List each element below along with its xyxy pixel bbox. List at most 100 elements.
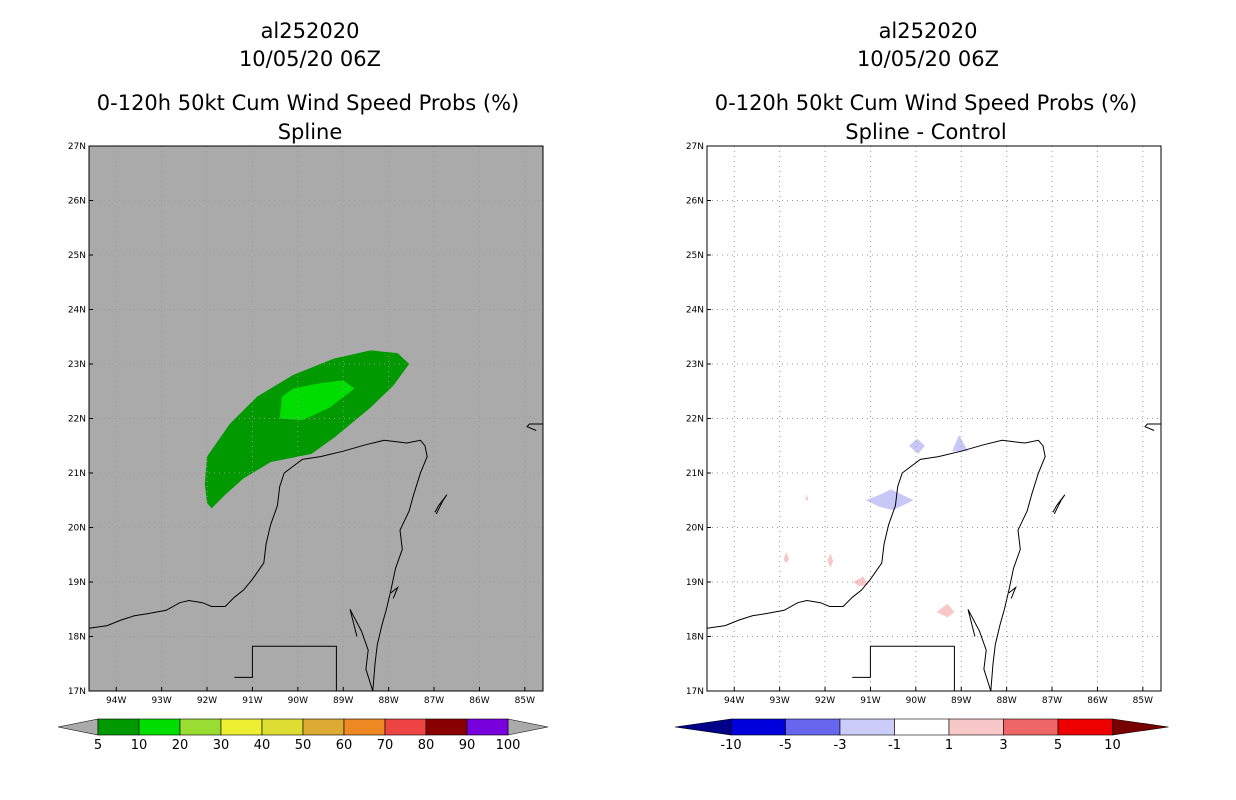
y-tick-label: 18N — [68, 633, 86, 643]
colorbar-swatch — [839, 718, 895, 736]
y-tick-label: 17N — [686, 687, 704, 697]
colorbar-swatch — [97, 718, 140, 736]
y-tick-label: 17N — [68, 687, 86, 697]
x-tick-label: 87W — [424, 696, 444, 706]
y-tick-label: 20N — [686, 524, 704, 534]
coastline — [967, 609, 992, 691]
x-tick-label: 93W — [769, 696, 789, 706]
contour-region-3 — [952, 434, 968, 452]
y-tick-label: 19N — [68, 578, 86, 588]
colorbar-arrow-right — [507, 718, 549, 736]
contour-region-1 — [204, 350, 410, 509]
colorbar-arrow-right — [1112, 718, 1169, 736]
left-title-line-3: 0-120h 50kt Cum Wind Speed Probs (%) — [97, 91, 519, 115]
y-tick-label: 23N — [686, 360, 704, 370]
colorbar-label: 3 — [999, 738, 1007, 753]
colorbar-label: 1 — [945, 738, 953, 753]
colorbar-label: 5 — [1054, 738, 1062, 753]
right-colorbar: -10 -5 -3 -1 1 3 5 10 — [674, 718, 1169, 753]
island-outline — [434, 494, 448, 515]
island-outline — [1052, 494, 1066, 515]
x-tick-label: 91W — [860, 696, 880, 706]
coastline — [89, 439, 428, 691]
y-tick-label: 19N — [686, 578, 704, 588]
y-tick-label: 22N — [686, 415, 704, 425]
colorbar-swatch — [343, 718, 386, 736]
colorbar-swatch — [261, 718, 304, 736]
contour-region-2 — [279, 380, 355, 421]
x-tick-label: 90W — [288, 696, 308, 706]
colorbar-arrow-left — [674, 718, 732, 736]
colorbar-swatch — [220, 718, 263, 736]
y-tick-label: 22N — [68, 415, 86, 425]
x-tick-label: 89W — [951, 696, 971, 706]
x-tick-label: 88W — [378, 696, 398, 706]
colorbar-swatch — [1057, 718, 1113, 736]
y-tick-label: 20N — [68, 524, 86, 534]
y-tick-label: 27N — [68, 142, 86, 152]
colorbar-label: -1 — [888, 738, 901, 753]
x-tick-label: 88W — [996, 696, 1016, 706]
x-tick-label: 85W — [1133, 696, 1153, 706]
colorbar-label: 40 — [254, 738, 271, 753]
colorbar-label: 10 — [131, 738, 148, 753]
left-map-panel: 94W 93W 92W 91W 90W 89W 88W 87W 86W 85W 17N 18N 19N 2… — [68, 142, 544, 706]
y-tick-label: 25N — [686, 251, 704, 261]
right-title-line-4: Spline - Control — [845, 120, 1006, 144]
colorbar-swatch — [302, 718, 345, 736]
colorbar-label: -3 — [834, 738, 847, 753]
colorbar-label: 5 — [94, 738, 102, 753]
y-tick-label: 21N — [68, 469, 86, 479]
x-tick-label: 86W — [1087, 696, 1107, 706]
contour-region-7 — [853, 576, 869, 587]
left-title-line-1: al252020 — [261, 19, 360, 43]
contour-region-1 — [865, 489, 914, 511]
y-tick-label: 26N — [686, 197, 704, 207]
x-tick-label: 89W — [333, 696, 353, 706]
coastline — [1144, 423, 1161, 431]
colorbar-swatch — [785, 718, 841, 736]
colorbar-label: 30 — [213, 738, 230, 753]
colorbar-label: -10 — [720, 738, 741, 753]
country-border — [234, 645, 337, 691]
colorbar-swatch — [1003, 718, 1059, 736]
colorbar-label: -5 — [779, 738, 792, 753]
colorbar-swatch — [138, 718, 181, 736]
colorbar-arrow-left — [57, 718, 99, 736]
colorbar-swatch — [466, 718, 509, 736]
contour-region-4 — [805, 493, 809, 501]
coastline — [526, 423, 543, 431]
left-colorbar: 5 10 20 30 40 50 60 70 80 90 100 — [57, 718, 549, 753]
contour-region-6 — [827, 553, 834, 568]
colorbar-label: 20 — [172, 738, 189, 753]
y-tick-label: 24N — [68, 306, 86, 316]
colorbar-label: 90 — [459, 738, 476, 753]
right-title-line-1: al252020 — [879, 19, 978, 43]
x-tick-label: 94W — [724, 696, 744, 706]
left-title-line-2: 10/05/20 06Z — [239, 47, 381, 71]
y-tick-label: 18N — [686, 633, 704, 643]
coastline — [349, 609, 374, 691]
x-tick-label: 87W — [1042, 696, 1062, 706]
x-tick-label: 93W — [151, 696, 171, 706]
x-tick-label: 86W — [469, 696, 489, 706]
x-tick-label: 85W — [515, 696, 535, 706]
island-outline — [390, 585, 399, 599]
x-tick-label: 91W — [242, 696, 262, 706]
colorbar-label: 50 — [295, 738, 312, 753]
colorbar-swatch — [730, 718, 786, 736]
y-tick-label: 21N — [686, 469, 704, 479]
left-title-line-4: Spline — [278, 120, 343, 144]
colorbar-swatch — [894, 718, 950, 736]
contour-region-2 — [909, 438, 925, 454]
colorbar-swatch — [425, 718, 468, 736]
colorbar-swatch — [179, 718, 222, 736]
y-tick-label: 25N — [68, 251, 86, 261]
right-map-panel: 94W 93W 92W 91W 90W 89W 88W 87W 86W 85W 17N 18N 19N 2… — [686, 142, 1162, 706]
x-tick-label: 94W — [106, 696, 126, 706]
colorbar-label: 70 — [377, 738, 394, 753]
x-tick-label: 92W — [815, 696, 835, 706]
x-tick-label: 92W — [197, 696, 217, 706]
contour-region-8 — [936, 603, 955, 618]
